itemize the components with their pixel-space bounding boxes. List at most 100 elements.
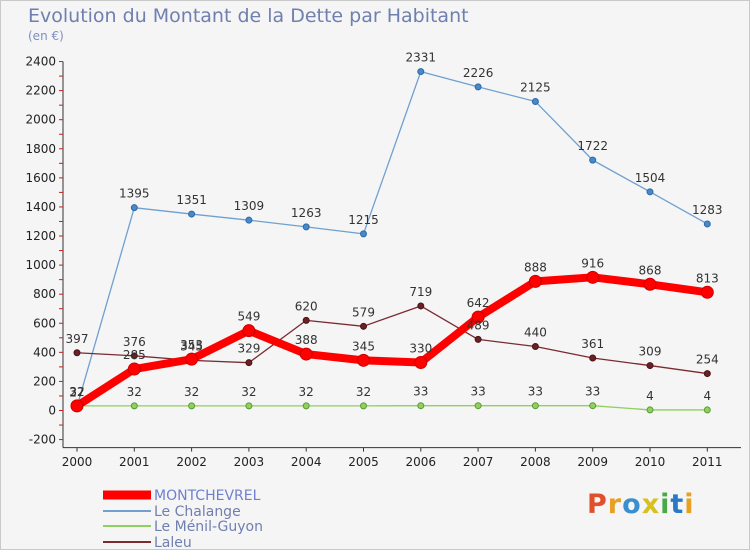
data-point bbox=[360, 322, 367, 330]
y-tick-label: 1000 bbox=[25, 258, 56, 272]
data-label: 813 bbox=[696, 271, 719, 285]
data-label: 32 bbox=[69, 385, 84, 399]
y-tick-label: 1400 bbox=[25, 200, 56, 214]
data-point bbox=[130, 402, 138, 410]
legend-label: Le Ménil-Guyon bbox=[154, 519, 263, 535]
legend-item-laleu: Laleu bbox=[103, 535, 192, 549]
series-montchevrel bbox=[70, 270, 714, 413]
legend-item-le-menil-guyon: Le Ménil-Guyon bbox=[103, 519, 263, 535]
data-label: 33 bbox=[413, 385, 428, 399]
legend-item-le-chalange: Le Chalange bbox=[103, 504, 241, 520]
chart-title: Evolution du Montant de la Dette par Hab… bbox=[28, 5, 469, 27]
data-point bbox=[589, 402, 597, 410]
data-label: 33 bbox=[528, 385, 543, 399]
data-label: 4 bbox=[703, 389, 711, 403]
x-tick-label: 2001 bbox=[119, 455, 150, 469]
data-label: 329 bbox=[237, 342, 260, 356]
data-label: 33 bbox=[470, 385, 485, 399]
data-label: 32 bbox=[299, 385, 314, 399]
y-tick-label: 2000 bbox=[25, 113, 56, 127]
data-label: 376 bbox=[123, 335, 146, 349]
data-label: 345 bbox=[352, 339, 375, 353]
y-tick-label: 1800 bbox=[25, 142, 56, 156]
data-label: 440 bbox=[524, 326, 547, 340]
series-line bbox=[73, 273, 712, 410]
data-label: 32 bbox=[241, 385, 256, 399]
legend-item-montchevrel: MONTCHEVREL bbox=[103, 488, 261, 504]
data-label: 1309 bbox=[234, 199, 265, 213]
data-label: 2331 bbox=[406, 51, 437, 65]
data-point bbox=[417, 68, 425, 76]
data-labels: 32 285 353 549 388 345 330 642 888 916 868 813 27 139… bbox=[66, 51, 723, 403]
axes bbox=[59, 61, 741, 449]
x-tick-label: 2010 bbox=[635, 455, 666, 469]
data-point bbox=[474, 335, 482, 343]
data-point bbox=[531, 343, 539, 351]
data-point bbox=[245, 402, 253, 410]
data-label: 1263 bbox=[291, 206, 322, 220]
data-point bbox=[127, 362, 141, 376]
data-label: 4 bbox=[646, 389, 654, 403]
data-point bbox=[130, 352, 138, 360]
y-axis-ticks: -200 0 200 400 600 800 1000 1200 1400 1600 1800 200… bbox=[25, 55, 56, 447]
data-point bbox=[474, 402, 482, 410]
data-label: 27 bbox=[69, 386, 84, 400]
x-tick-label: 2006 bbox=[406, 455, 437, 469]
data-point bbox=[703, 406, 711, 414]
data-label: 309 bbox=[639, 345, 662, 359]
data-point bbox=[471, 310, 485, 324]
data-label: 1351 bbox=[176, 193, 207, 207]
data-point bbox=[646, 188, 654, 196]
data-label: 489 bbox=[467, 318, 490, 332]
data-label: 388 bbox=[295, 333, 318, 347]
data-point bbox=[589, 354, 597, 362]
data-point bbox=[360, 402, 367, 410]
data-point bbox=[73, 349, 81, 357]
data-point bbox=[245, 359, 253, 367]
series-le-menil-guyon bbox=[73, 402, 711, 414]
data-label: 1722 bbox=[577, 139, 608, 153]
y-tick-label: 400 bbox=[33, 345, 56, 359]
data-label: 345 bbox=[180, 339, 203, 353]
data-point bbox=[531, 98, 539, 106]
data-point bbox=[299, 347, 313, 361]
data-point bbox=[703, 220, 711, 228]
data-label: 916 bbox=[581, 256, 604, 270]
data-label: 32 bbox=[127, 385, 142, 399]
x-tick-label: 2000 bbox=[62, 455, 93, 469]
data-label: 361 bbox=[581, 337, 604, 351]
data-point bbox=[130, 204, 138, 212]
legend-label: Le Chalange bbox=[154, 504, 241, 520]
y-tick-label: -200 bbox=[29, 433, 56, 447]
data-label: 1395 bbox=[119, 187, 150, 201]
legend-label: Laleu bbox=[154, 535, 192, 549]
data-point bbox=[643, 277, 657, 291]
legend-label: MONTCHEVREL bbox=[154, 488, 261, 504]
data-label: 32 bbox=[184, 385, 199, 399]
x-axis-ticks: 2000 2001 2002 2003 2004 2005 2006 2007 2008 2009… bbox=[62, 447, 723, 469]
data-point bbox=[703, 370, 711, 378]
chart-unit: (en €) bbox=[28, 29, 64, 43]
y-tick-label: 600 bbox=[33, 316, 56, 330]
y-tick-label: 0 bbox=[48, 404, 56, 418]
data-label: 2226 bbox=[463, 66, 494, 80]
series-line bbox=[76, 405, 708, 411]
data-label: 579 bbox=[352, 305, 375, 319]
x-tick-label: 2003 bbox=[234, 455, 265, 469]
data-point bbox=[245, 216, 253, 224]
data-label: 285 bbox=[123, 348, 146, 362]
y-tick-label: 1200 bbox=[25, 229, 56, 243]
data-point bbox=[528, 274, 542, 288]
x-tick-label: 2009 bbox=[577, 455, 608, 469]
data-point bbox=[531, 402, 539, 410]
data-point bbox=[70, 399, 84, 413]
x-tick-label: 2007 bbox=[463, 455, 494, 469]
y-tick-label: 2400 bbox=[25, 55, 56, 69]
data-point bbox=[589, 156, 597, 164]
y-tick-label: 1600 bbox=[25, 171, 56, 185]
y-tick-label: 800 bbox=[33, 287, 56, 301]
proxiti-logo: Proxiti bbox=[587, 489, 695, 520]
